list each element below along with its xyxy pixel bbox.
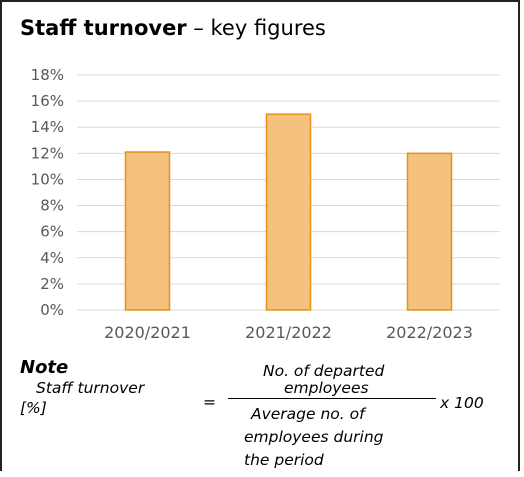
title-rest: – key figures <box>186 16 326 40</box>
x-tick-label: 2021/2022 <box>245 323 332 342</box>
y-tick-label: 14% <box>31 118 64 136</box>
formula-lhs-line1: Staff turnover <box>36 379 145 397</box>
bar-chart: 0% 2% 4% 6% 8% 10% 12% 14% 16% 18% 2020/2021 2021/2… <box>31 66 500 342</box>
figure-frame <box>0 0 520 471</box>
bar <box>265 113 312 311</box>
numerator-line2: employees <box>284 379 369 397</box>
denominator-line2: employees during <box>244 428 384 446</box>
x-tick-label: 2022/2023 <box>386 323 473 342</box>
numerator-line1: No. of departed <box>263 362 385 380</box>
y-tick-label: 16% <box>31 92 64 110</box>
denominator-line3: the period <box>244 451 324 469</box>
title-bold: Staff turnover <box>20 16 187 40</box>
denominator-line1: Average no. of <box>251 405 365 423</box>
bar <box>406 152 453 311</box>
y-tick-label: 8% <box>40 197 64 215</box>
y-tick-label: 2% <box>40 275 64 293</box>
formula-lhs-line2: [%] <box>20 399 47 417</box>
y-tick-label: 18% <box>31 66 64 84</box>
chart-title: Staff turnover – key figures <box>20 16 326 40</box>
fraction-line <box>228 398 436 399</box>
y-tick-label: 4% <box>40 249 64 267</box>
y-tick-label: 0% <box>40 301 64 319</box>
formula-multiplier: x 100 <box>440 394 484 412</box>
y-tick-label: 12% <box>31 144 64 162</box>
formula-equals: = <box>203 393 216 411</box>
y-tick-label: 10% <box>31 170 64 188</box>
note-heading: Note <box>20 357 69 378</box>
bar <box>124 151 171 311</box>
x-tick-label: 2020/2021 <box>104 323 191 342</box>
y-tick-label: 6% <box>40 223 64 241</box>
